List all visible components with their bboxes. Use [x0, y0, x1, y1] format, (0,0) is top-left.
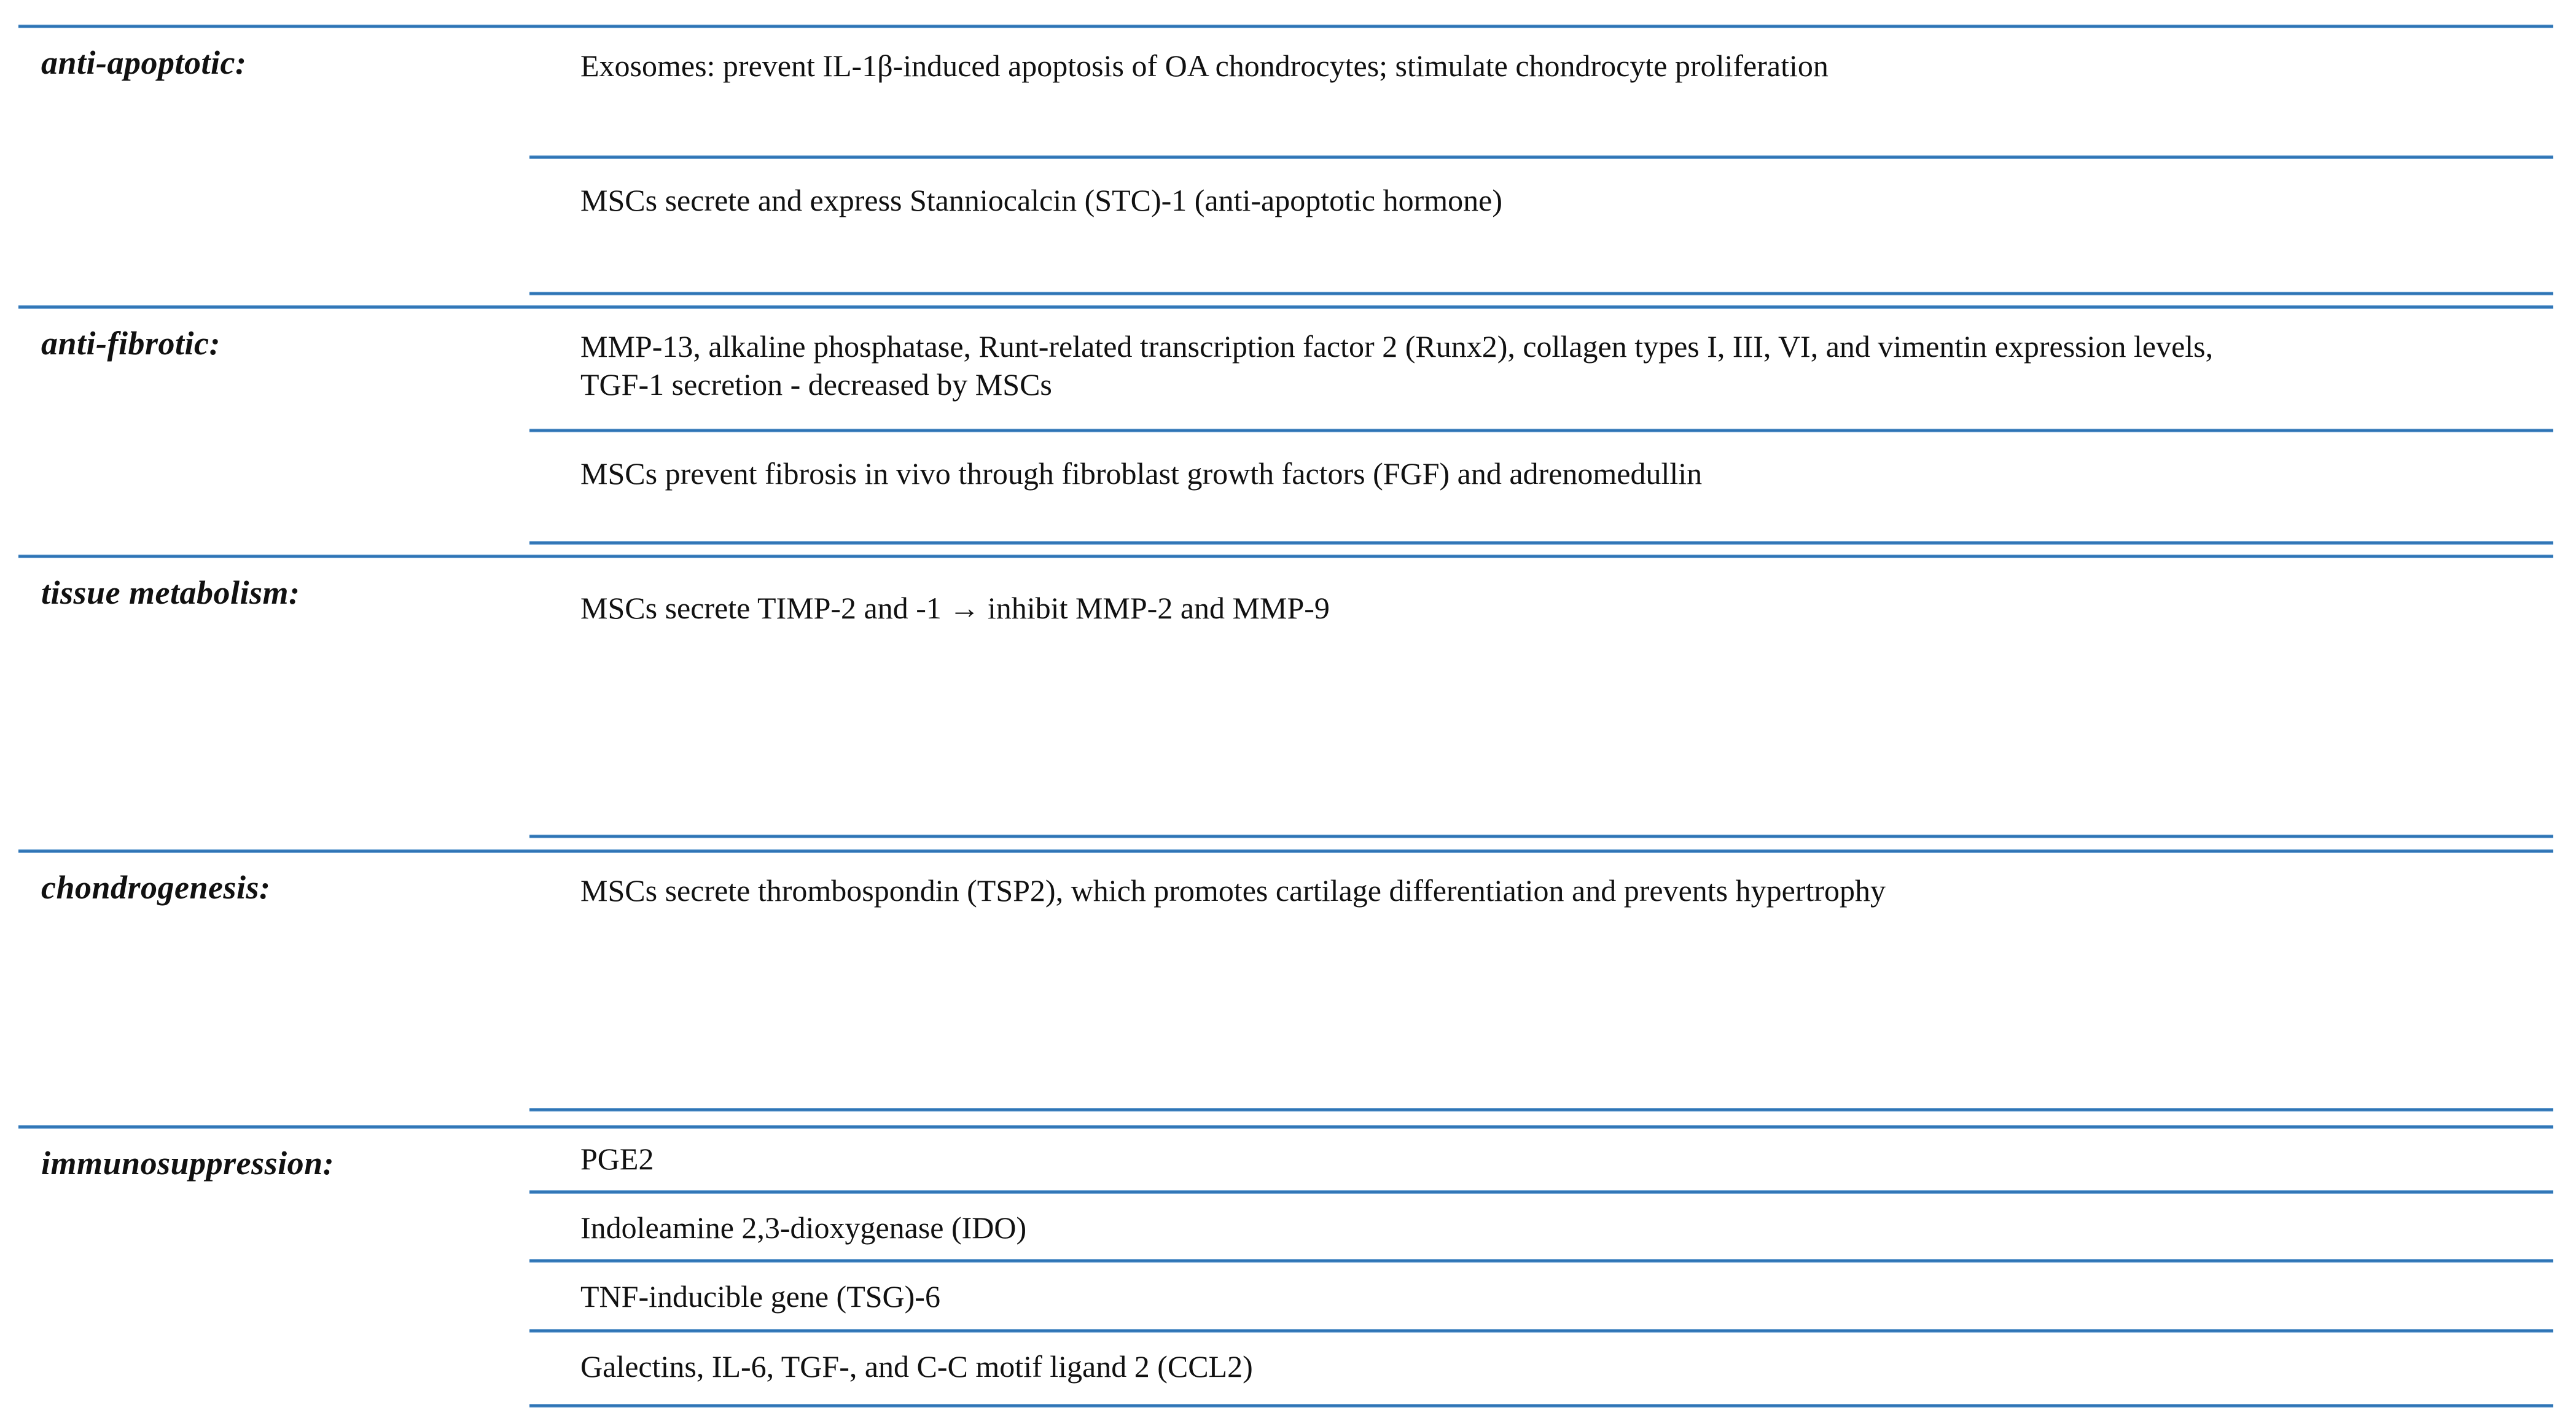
table-section-tissue-metabolism: tissue metabolism: MSCs secrete TIMP-2 an… — [18, 555, 2553, 849]
content-cell-group: PGE2 Indoleamine 2,3-dioxygenase (IDO) TNF… — [529, 1125, 2553, 1408]
table-cell: Exosomes: prevent IL-1β-induced apoptosi… — [529, 25, 2553, 159]
category-label: tissue metabolism: — [41, 574, 300, 611]
table-section-anti-apoptotic: anti-apoptotic: Exosomes: prevent IL-1β-i… — [18, 25, 2553, 305]
table-cell: MSCs secrete and express Stanniocalcin (… — [529, 159, 2553, 295]
table-cell: MSCs prevent fibrosis in vivo through fi… — [529, 432, 2553, 545]
table-cell: TNF-inducible gene (TSG)-6 — [529, 1263, 2553, 1333]
category-label-cell: anti-fibrotic: — [18, 305, 529, 363]
category-label-cell: immunosuppression: — [18, 1125, 529, 1183]
content-cell-group: MSCs secrete thrombospondin (TSP2), whic… — [529, 849, 2553, 1112]
table-section-immunosuppression: immunosuppression: PGE2 Indoleamine 2,3-di… — [18, 1125, 2553, 1408]
category-label: anti-apoptotic: — [41, 44, 247, 81]
content-cell-group: MMP-13, alkaline phosphatase, Runt-relat… — [529, 305, 2553, 545]
content-cell-group: MSCs secrete TIMP-2 and -1 → inhibit MMP… — [529, 555, 2553, 838]
category-label: anti-fibrotic: — [41, 325, 221, 362]
category-label: immunosuppression: — [41, 1145, 335, 1182]
content-cell-group: Exosomes: prevent IL-1β-induced apoptosi… — [529, 25, 2553, 295]
table-section-chondrogenesis: chondrogenesis: MSCs secrete thrombospond… — [18, 849, 2553, 1125]
table-cell: Indoleamine 2,3-dioxygenase (IDO) — [529, 1194, 2553, 1263]
category-label: chondrogenesis: — [41, 869, 271, 906]
table-cell: PGE2 — [529, 1125, 2553, 1194]
table-cell: MSCs secrete thrombospondin (TSP2), whic… — [529, 849, 2553, 1112]
table-section-anti-fibrotic: anti-fibrotic: MMP-13, alkaline phosphata… — [18, 305, 2553, 555]
category-label-cell: chondrogenesis: — [18, 849, 529, 907]
table-cell: MMP-13, alkaline phosphatase, Runt-relat… — [529, 305, 2553, 432]
table-cell: MSCs secrete TIMP-2 and -1 → inhibit MMP… — [529, 555, 2553, 838]
category-label-cell: anti-apoptotic: — [18, 25, 529, 82]
msc-effects-table: anti-apoptotic: Exosomes: prevent IL-1β-i… — [18, 25, 2553, 1408]
table-cell: Galectins, IL-6, TGF-, and C-C motif lig… — [529, 1333, 2553, 1408]
category-label-cell: tissue metabolism: — [18, 555, 529, 612]
